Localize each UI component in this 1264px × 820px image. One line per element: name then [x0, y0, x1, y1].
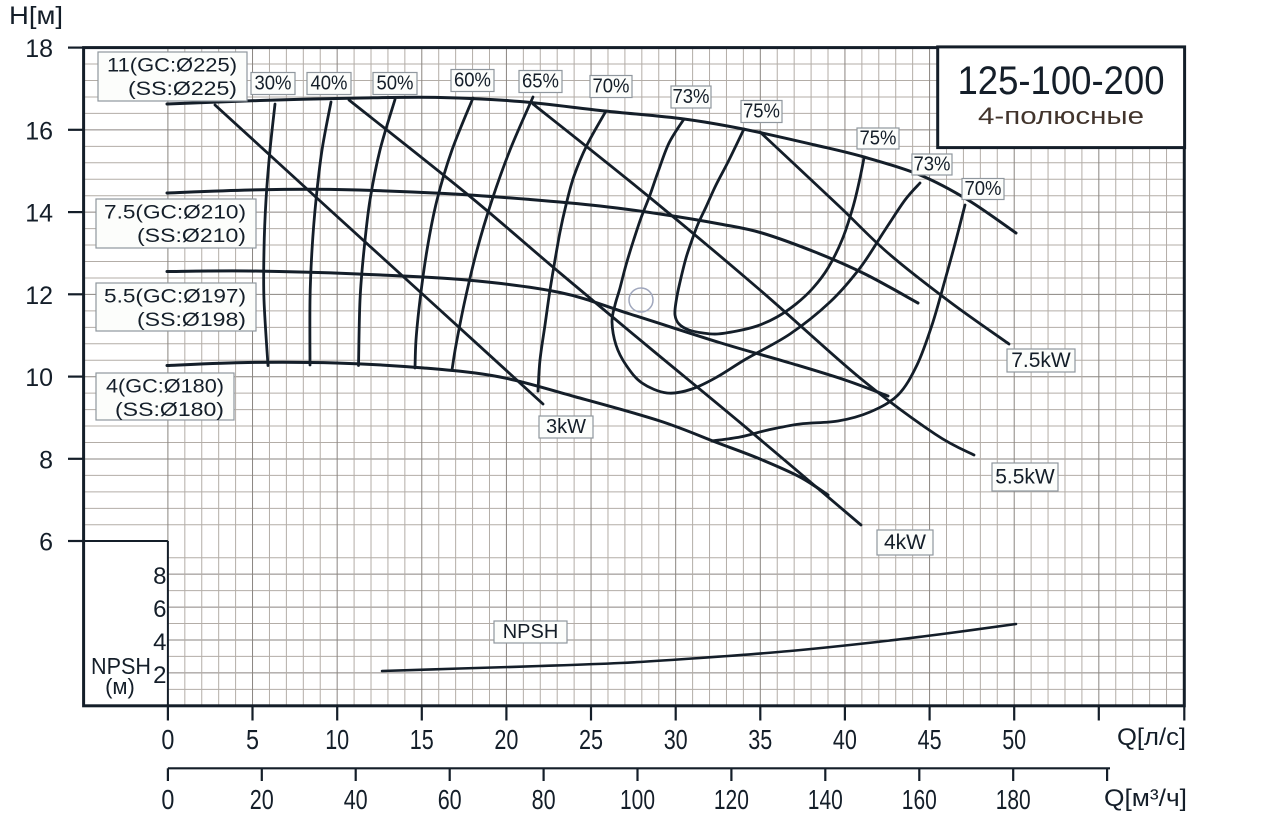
- svg-text:60: 60: [438, 784, 462, 815]
- svg-text:(SS:Ø180): (SS:Ø180): [115, 400, 224, 421]
- svg-text:30%: 30%: [255, 73, 292, 95]
- svg-text:11(GC:Ø225): 11(GC:Ø225): [107, 56, 237, 77]
- svg-text:16: 16: [25, 117, 53, 145]
- svg-text:35: 35: [748, 724, 772, 755]
- svg-text:50: 50: [1002, 724, 1026, 755]
- svg-text:4(GC:Ø180): 4(GC:Ø180): [106, 377, 224, 398]
- svg-text:60%: 60%: [454, 70, 491, 92]
- svg-text:Q[м³/ч]: Q[м³/ч]: [1104, 785, 1187, 812]
- svg-text:10: 10: [325, 724, 349, 755]
- svg-text:0: 0: [161, 724, 174, 755]
- svg-text:75%: 75%: [860, 128, 897, 150]
- svg-text:40%: 40%: [311, 73, 348, 95]
- svg-text:12: 12: [25, 282, 53, 310]
- svg-text:10: 10: [25, 364, 53, 392]
- svg-text:15: 15: [410, 724, 434, 755]
- svg-text:140: 140: [808, 784, 843, 815]
- svg-text:40: 40: [344, 784, 368, 815]
- svg-text:(SS:Ø198): (SS:Ø198): [137, 310, 246, 331]
- svg-text:8: 8: [39, 446, 53, 474]
- svg-text:160: 160: [902, 784, 937, 815]
- svg-text:75%: 75%: [743, 101, 780, 123]
- svg-text:5.5(GC:Ø197): 5.5(GC:Ø197): [104, 287, 246, 308]
- svg-text:70%: 70%: [965, 178, 1002, 200]
- svg-text:(м): (м): [105, 674, 135, 699]
- svg-text:14: 14: [25, 200, 53, 228]
- svg-text:7.5(GC:Ø210): 7.5(GC:Ø210): [104, 203, 246, 224]
- svg-text:50%: 50%: [377, 73, 414, 95]
- svg-text:73%: 73%: [673, 86, 710, 108]
- svg-text:20: 20: [494, 724, 518, 755]
- svg-text:73%: 73%: [914, 154, 951, 176]
- svg-text:40: 40: [833, 724, 857, 755]
- svg-text:6: 6: [39, 529, 53, 557]
- svg-text:2: 2: [153, 662, 166, 689]
- svg-text:125-100-200: 125-100-200: [958, 59, 1165, 103]
- svg-text:30: 30: [664, 724, 688, 755]
- svg-text:45: 45: [918, 724, 942, 755]
- svg-text:NPSH: NPSH: [91, 653, 151, 679]
- svg-text:65%: 65%: [522, 71, 559, 93]
- svg-text:4: 4: [153, 629, 166, 656]
- svg-text:H[м]: H[м]: [9, 2, 63, 30]
- svg-text:(SS:Ø210): (SS:Ø210): [137, 226, 246, 247]
- svg-text:180: 180: [996, 784, 1031, 815]
- svg-text:4-полюсные: 4-полюсные: [978, 103, 1144, 130]
- svg-text:Q[л/с]: Q[л/с]: [1117, 724, 1186, 751]
- svg-text:25: 25: [579, 724, 603, 755]
- svg-text:20: 20: [250, 784, 274, 815]
- svg-text:NPSH: NPSH: [503, 621, 559, 643]
- svg-text:3kW: 3kW: [546, 416, 586, 438]
- svg-text:7.5kW: 7.5kW: [1011, 349, 1071, 372]
- svg-text:6: 6: [153, 596, 166, 623]
- svg-text:4kW: 4kW: [884, 531, 926, 554]
- svg-text:5: 5: [246, 724, 259, 755]
- svg-text:8: 8: [153, 563, 166, 590]
- svg-text:18: 18: [25, 35, 53, 63]
- svg-text:100: 100: [620, 784, 655, 815]
- svg-text:5.5kW: 5.5kW: [995, 466, 1055, 489]
- svg-text:0: 0: [161, 784, 174, 815]
- svg-text:(SS:Ø225): (SS:Ø225): [128, 79, 237, 100]
- svg-text:80: 80: [532, 784, 556, 815]
- svg-text:120: 120: [714, 784, 749, 815]
- svg-text:70%: 70%: [593, 76, 630, 98]
